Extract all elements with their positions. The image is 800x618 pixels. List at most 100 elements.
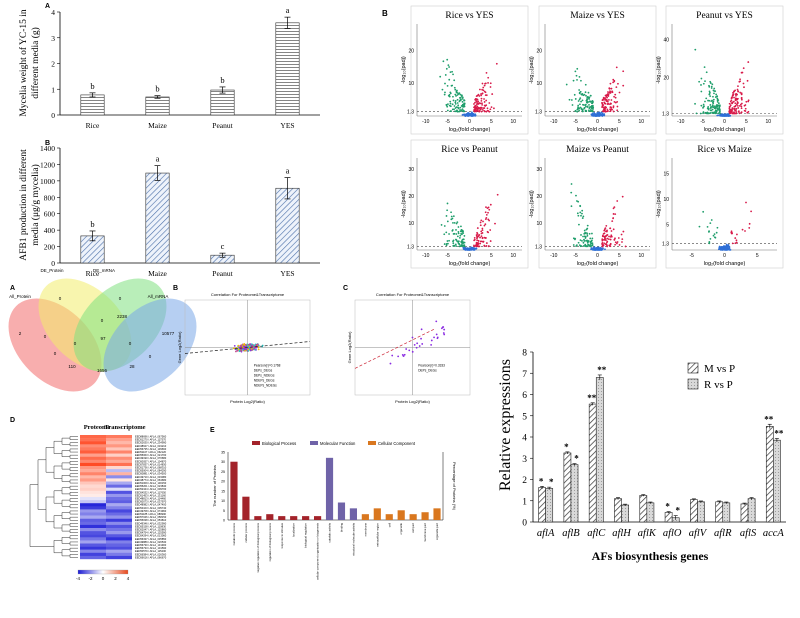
heatmap-cell-proteome xyxy=(80,487,106,491)
point-up xyxy=(476,233,479,235)
point-up xyxy=(606,108,609,111)
heatmap-cell-transcriptome xyxy=(106,509,132,513)
point-down xyxy=(463,244,466,247)
venn-count: 0 xyxy=(74,341,77,346)
point-down xyxy=(457,241,460,244)
point-up xyxy=(621,195,624,198)
correlation-point xyxy=(408,349,411,352)
point-down xyxy=(577,104,580,107)
dendrogram-branch xyxy=(69,504,78,509)
heatmap-row-label: EED51009 / AFLA_130150 xyxy=(135,481,167,485)
qpcr-bar-m-vs-p xyxy=(690,499,698,523)
point-down xyxy=(581,110,584,113)
qpcr-legend-swatch xyxy=(687,378,699,390)
point-ns xyxy=(726,115,729,117)
y-tick-label: 200 xyxy=(44,243,56,252)
point-down xyxy=(711,104,714,107)
heatmap-cell-proteome xyxy=(80,531,106,535)
point-down xyxy=(582,215,585,218)
point-down xyxy=(589,108,592,111)
point-down xyxy=(588,104,590,106)
point-up xyxy=(477,240,480,242)
point-down xyxy=(445,231,448,234)
point-up xyxy=(485,213,488,216)
heatmap-cell-transcriptome xyxy=(106,475,132,479)
point-down xyxy=(460,225,462,228)
point-up xyxy=(732,91,734,94)
point-down xyxy=(575,194,577,197)
point-down xyxy=(449,110,452,112)
point-up xyxy=(493,107,495,110)
point-down xyxy=(704,111,707,114)
go-bar xyxy=(242,496,250,520)
point-up xyxy=(476,243,479,246)
point-ns xyxy=(593,248,596,251)
point-up xyxy=(487,76,490,79)
point-up xyxy=(485,99,488,102)
volcano-y-tick: 20 xyxy=(536,194,542,200)
point-up xyxy=(612,213,615,215)
point-up xyxy=(735,107,738,110)
heatmap-cell-transcriptome xyxy=(106,438,132,442)
point-down xyxy=(456,110,459,113)
point-up xyxy=(609,103,611,106)
point-down xyxy=(700,90,703,93)
point-down xyxy=(582,241,585,244)
volcano-x-tick: -10 xyxy=(422,253,429,259)
point-down xyxy=(453,221,456,224)
point-up xyxy=(612,217,614,220)
point-down xyxy=(457,226,460,228)
point-up xyxy=(485,206,487,208)
point-down xyxy=(590,239,593,242)
point-down xyxy=(456,221,459,224)
point-down xyxy=(455,222,458,225)
volcano-y-tick: 30 xyxy=(408,167,414,173)
dendrogram-branch xyxy=(61,512,70,519)
heatmap-row-label: EED55201 / AFLA_023840 xyxy=(135,484,167,488)
point-up xyxy=(731,232,734,234)
point-down xyxy=(584,91,587,94)
correlation-panel: C Correlation For Proteome&Transcriptome P… xyxy=(343,285,471,404)
correlation-point xyxy=(238,350,241,353)
point-up xyxy=(479,236,481,239)
correlation-point xyxy=(250,343,253,346)
point-down xyxy=(710,85,713,88)
point-down xyxy=(572,244,575,246)
point-up xyxy=(485,104,488,107)
point-ns xyxy=(599,114,602,117)
point-down xyxy=(443,225,446,227)
dendrogram-branch xyxy=(69,516,78,521)
point-down xyxy=(452,244,455,247)
point-down xyxy=(449,102,452,105)
correlation-point xyxy=(420,337,422,340)
venn-count: 0 xyxy=(59,296,62,301)
correlation-point xyxy=(248,348,251,351)
point-down xyxy=(579,106,582,109)
dendrogram-branch xyxy=(69,442,78,447)
correlation-point xyxy=(435,320,438,323)
point-down xyxy=(584,83,587,86)
point-down xyxy=(716,100,719,103)
significance-letter: b xyxy=(90,81,94,91)
point-up xyxy=(483,244,486,247)
volcano-frame xyxy=(665,139,784,269)
point-down xyxy=(577,106,579,109)
point-up xyxy=(494,222,496,225)
volcano-y-tick: 5 xyxy=(666,222,669,228)
volcano-ylabel: -log₁₀(padj) xyxy=(529,56,535,84)
correlation-legend-item: NDEPs_NDEGs xyxy=(254,384,277,388)
point-up xyxy=(601,104,604,107)
heatmap-cell-proteome xyxy=(80,549,106,553)
point-down xyxy=(711,106,714,108)
point-ns xyxy=(468,112,471,115)
point-down xyxy=(716,105,719,108)
point-down xyxy=(576,110,579,113)
point-down xyxy=(712,102,715,105)
point-up xyxy=(474,104,477,107)
go-y-tick: 30 xyxy=(221,460,225,464)
bar-yes xyxy=(275,22,300,116)
dendrogram-branch xyxy=(53,490,62,504)
point-up xyxy=(480,110,483,113)
qpcr-ylabel: Relative expressions xyxy=(497,359,514,491)
